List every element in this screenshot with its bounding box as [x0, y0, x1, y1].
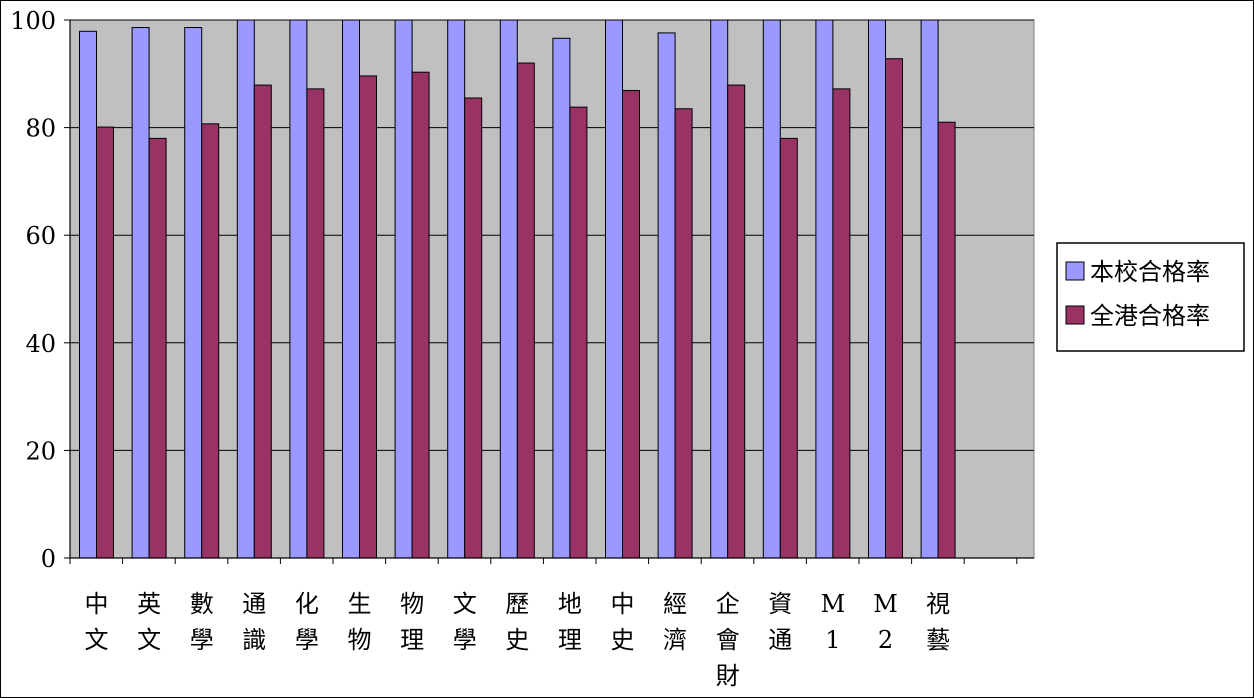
- x-tick-label: 物理: [400, 590, 424, 654]
- bar-hk-13: [779, 137, 798, 559]
- legend-label: 全港合格率: [1090, 302, 1210, 330]
- x-tick-label: 數學: [190, 590, 214, 654]
- legend-label: 本校合格率: [1090, 258, 1210, 286]
- legend-swatch: [1065, 261, 1085, 281]
- bar-hk-15: [885, 58, 903, 559]
- bar-school-0: [79, 30, 97, 559]
- bar-hk-0: [96, 126, 114, 559]
- x-tick-label: 文學: [453, 590, 477, 654]
- x-tick-label: 中文: [85, 590, 109, 654]
- bar-school-3: [236, 19, 255, 559]
- bar-school-5: [342, 19, 360, 559]
- bar-school-15: [868, 19, 886, 559]
- x-tick-label: 歷史: [505, 590, 529, 654]
- y-tick-label: 100: [10, 7, 56, 35]
- bar-hk-1: [148, 137, 167, 559]
- bar-hk-16: [937, 121, 956, 559]
- x-tick-label: 通識: [242, 590, 266, 654]
- y-tick-label: 80: [25, 115, 56, 143]
- bar-school-2: [184, 27, 203, 559]
- y-tick-label: 20: [25, 437, 56, 465]
- legend-box: [1056, 242, 1245, 352]
- bar-school-1: [131, 27, 150, 559]
- x-tick-label: 英文: [137, 590, 161, 654]
- bar-hk-6: [411, 71, 430, 559]
- bar-hk-4: [306, 88, 325, 559]
- bar-school-14: [815, 19, 834, 559]
- y-tick-labels: 0 20 40 60 80 100: [10, 7, 70, 573]
- bar-hk-8: [516, 62, 535, 559]
- bar-school-8: [499, 19, 518, 559]
- bar-hk-2: [201, 123, 220, 559]
- legend-swatch: [1065, 305, 1085, 325]
- bar-school-4: [289, 19, 308, 559]
- bar-hk-14: [832, 88, 851, 559]
- x-tick-label: 經濟: [663, 590, 687, 654]
- y-tick-label: 60: [25, 222, 56, 250]
- bar-school-11: [657, 32, 676, 559]
- bar-hk-9: [569, 106, 588, 559]
- bar-hk-12: [727, 84, 746, 559]
- y-tick-label: 40: [25, 330, 56, 358]
- x-tick-label: 企會財: [716, 590, 740, 690]
- bar-school-7: [447, 19, 466, 559]
- bar-school-10: [605, 19, 623, 559]
- axes: [69, 20, 1034, 564]
- y-tick-label: 0: [41, 545, 56, 573]
- bar-hk-3: [253, 84, 272, 559]
- bar-hk-5: [359, 75, 377, 559]
- x-tick-label: 視藝: [926, 590, 950, 654]
- bar-school-6: [394, 19, 413, 559]
- bar-school-13: [762, 19, 781, 559]
- x-tick-label: 生物: [348, 590, 372, 654]
- x-tick-label: 中史: [611, 590, 635, 654]
- bar-hk-7: [464, 97, 483, 559]
- bars: [79, 19, 956, 559]
- x-tick-label: 化學: [295, 590, 319, 654]
- bar-hk-11: [674, 108, 693, 559]
- bar-school-12: [710, 19, 729, 559]
- bar-school-9: [552, 37, 571, 559]
- bar-school-16: [920, 19, 939, 559]
- x-tick-label: 地理: [558, 590, 582, 654]
- x-tick-label: 資通: [768, 590, 792, 654]
- bar-hk-10: [622, 89, 640, 559]
